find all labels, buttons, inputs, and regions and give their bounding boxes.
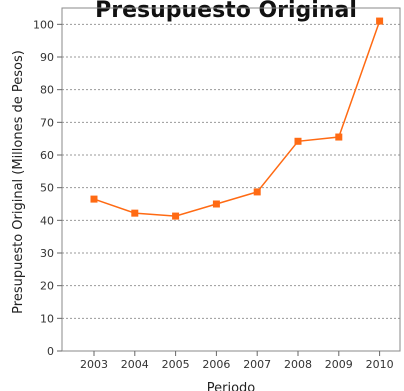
y-tick-label: 100: [33, 18, 54, 31]
data-point: [212, 200, 220, 208]
data-point: [294, 137, 302, 145]
x-tick-label: 2005: [162, 358, 190, 371]
x-tick-label: 2008: [284, 358, 312, 371]
y-axis-ticks: 0 10 20 30 40 50 60 70 80 90 100: [33, 18, 62, 358]
y-tick-label: 90: [40, 51, 54, 64]
y-tick-label: 10: [40, 312, 54, 325]
data-point: [131, 209, 139, 217]
x-tick-label: 2006: [202, 358, 230, 371]
x-axis-label: Periodo: [207, 381, 256, 391]
grid: [62, 23, 400, 319]
data-point: [376, 17, 384, 25]
y-tick-label: 50: [40, 182, 54, 195]
y-tick-label: 60: [40, 149, 54, 162]
y-tick-label: 80: [40, 84, 54, 97]
y-tick-label: 70: [40, 116, 54, 129]
x-tick-label: 2007: [243, 358, 271, 371]
y-tick-label: 20: [40, 280, 54, 293]
chart-title: Presupuesto Original: [95, 0, 357, 23]
data-point: [335, 133, 343, 141]
series-line: [93, 20, 381, 217]
series: [90, 17, 384, 220]
y-tick-label: 0: [47, 345, 54, 358]
x-tick-label: 2003: [80, 358, 108, 371]
y-tick-label: 30: [40, 247, 54, 260]
x-tick-label: 2009: [325, 358, 353, 371]
data-point: [172, 212, 180, 220]
plot-frame: [61, 7, 401, 352]
x-tick-label: 2004: [121, 358, 149, 371]
x-axis-ticks: 2003 2004 2005 2006 2007 2008 2009 2010: [80, 351, 394, 371]
data-point: [253, 188, 261, 196]
x-tick-label: 2010: [366, 358, 394, 371]
y-axis-label: Presupuesto Original (Millones de Pesos): [11, 50, 26, 314]
y-tick-label: 40: [40, 214, 54, 227]
data-point: [90, 195, 98, 203]
